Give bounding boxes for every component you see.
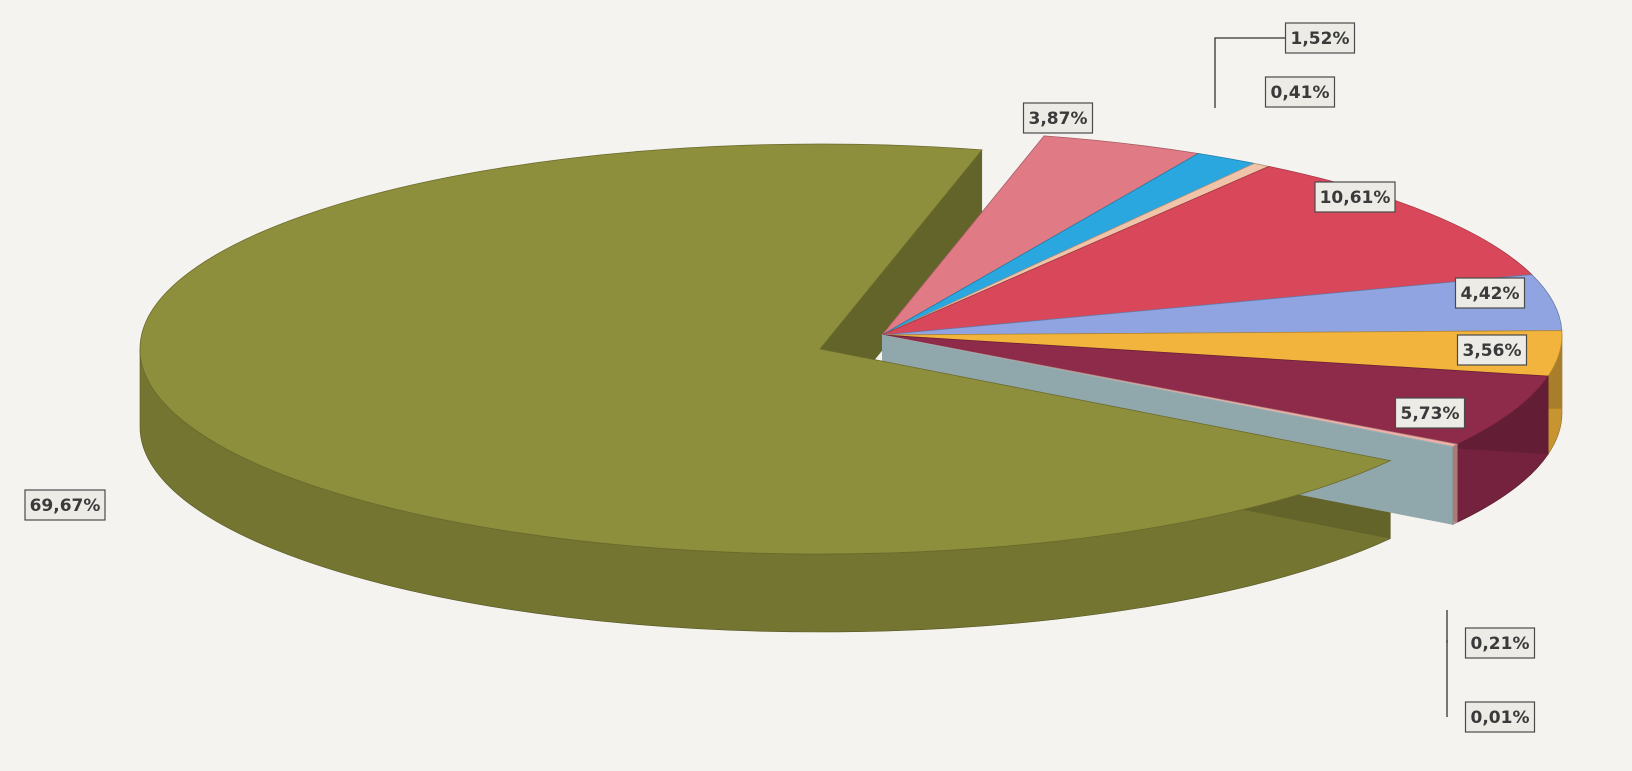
- data-label-box-8: [1464, 627, 1536, 659]
- data-label-6: 3,56%: [1463, 341, 1522, 361]
- data-label-7: 5,73%: [1401, 404, 1460, 424]
- data-label-3: 0,41%: [1271, 83, 1330, 103]
- data-label-0: 69,67%: [30, 496, 101, 516]
- pie-slice-9: [881, 334, 1454, 448]
- pie-tops: [139, 135, 1563, 555]
- leader-line-2: [1214, 37, 1288, 108]
- data-label-4: 10,61%: [1320, 188, 1391, 208]
- data-label-box-6: [1456, 334, 1528, 366]
- data-label-box-9: [1464, 701, 1536, 733]
- pie-slice-5: [881, 274, 1563, 336]
- data-label-1: 3,87%: [1029, 109, 1088, 129]
- data-label-box-2: [1284, 22, 1356, 54]
- data-label-box-1: [1022, 102, 1094, 134]
- pie-slice-7: [881, 334, 1549, 445]
- data-labels: 69,67% 3,87% 1,52% 0,41% 10,61% 4,42% 3,56% 5,7…: [24, 22, 1536, 733]
- pie-slice-0: [139, 143, 1392, 555]
- data-label-5: 4,42%: [1461, 284, 1520, 304]
- data-label-9: 0,01%: [1471, 708, 1530, 728]
- data-label-box-0: [24, 489, 106, 521]
- data-label-box-3: [1264, 76, 1336, 108]
- data-label-box-4: [1314, 181, 1396, 213]
- data-label-box-7: [1394, 397, 1466, 429]
- data-label-8: 0,21%: [1471, 634, 1530, 654]
- data-label-box-5: [1454, 277, 1526, 309]
- data-label-2: 1,52%: [1291, 29, 1350, 49]
